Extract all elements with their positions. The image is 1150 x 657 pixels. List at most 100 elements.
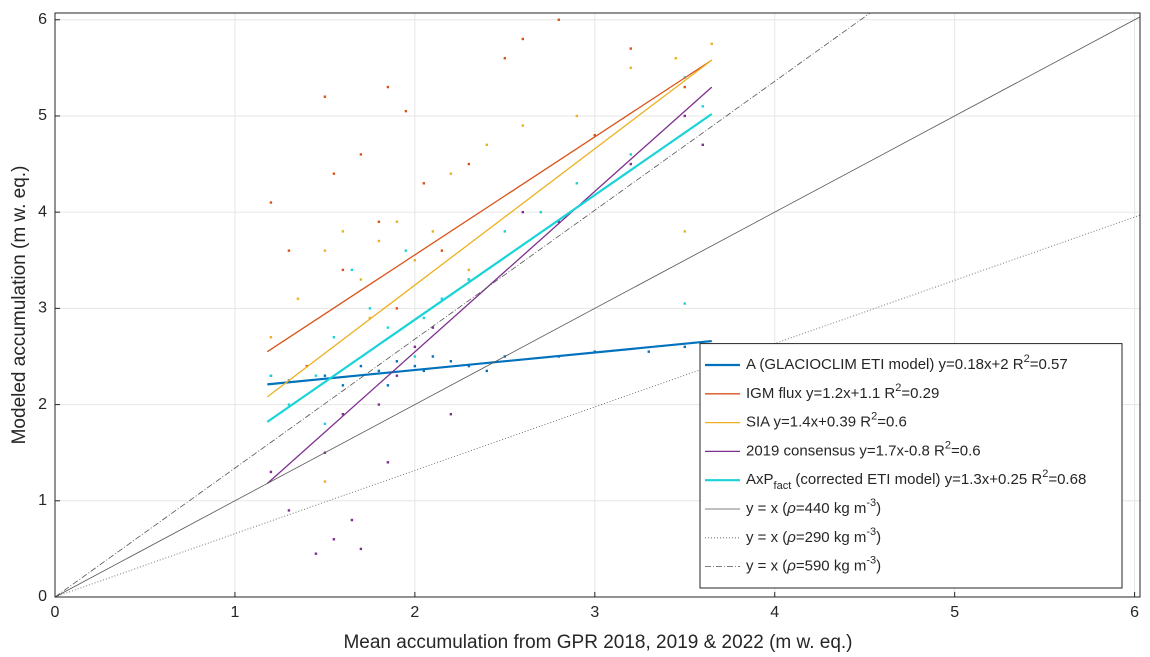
scatter-point	[440, 297, 444, 300]
legend-text-part: =440 kg m	[796, 500, 866, 517]
scatter-point	[683, 114, 686, 118]
legend-text-part: ρ	[786, 558, 796, 575]
legend-box	[699, 343, 1123, 589]
fit-line	[54, 12, 871, 598]
scatter-point	[269, 374, 273, 377]
scatter-point	[269, 470, 273, 474]
legend-text-part: y = x (	[746, 558, 787, 575]
legend-text-part: y = x (	[746, 529, 787, 546]
fit-line	[54, 16, 1141, 598]
scatter-point	[386, 85, 390, 89]
scatter-point	[332, 336, 336, 339]
scatter-point	[314, 552, 318, 555]
scatter-point	[404, 249, 408, 252]
scatter-point	[683, 345, 686, 349]
scatter-point	[314, 374, 318, 377]
scatter-point	[323, 480, 327, 483]
legend-text: 2019 consensus y=1.7x-0.8 R2=0.6	[746, 439, 981, 459]
scatter-point	[674, 57, 677, 60]
scatter-point	[368, 316, 372, 320]
scatter-point	[485, 143, 489, 147]
scatter-point	[341, 412, 345, 416]
scatter-point	[332, 538, 336, 541]
scatter-point	[269, 201, 273, 204]
scatter-point	[386, 326, 390, 329]
scatter-point	[521, 210, 525, 214]
legend: A (GLACIOCLIM ETI model) y=0.18x+2 R2=0.…	[699, 343, 1123, 589]
legend-text-part: =0.6	[877, 414, 907, 431]
legend-text: y = x (ρ=590 kg m-3)	[746, 555, 881, 575]
scatter-point	[467, 162, 471, 166]
legend-text-part: (corrected ETI model) y=1.3x+0.25 R	[791, 471, 1042, 488]
legend-text: y = x (ρ=290 kg m-3)	[746, 526, 881, 546]
scatter-point	[503, 230, 507, 233]
x-tick-label: 3	[590, 604, 599, 621]
legend-text-part: SIA y=1.4x+0.39 R	[746, 414, 871, 431]
legend-text-part: =0.6	[951, 442, 981, 459]
fit-line	[267, 339, 712, 386]
scatter-point	[701, 105, 704, 108]
legend-text: AxPfact (corrected ETI model) y=1.3x+0.2…	[746, 468, 1086, 492]
legend-text-part: ρ	[786, 500, 796, 517]
fit-line	[266, 59, 713, 398]
scatter-point	[683, 230, 686, 233]
scatter-point	[575, 182, 579, 185]
fit-line	[266, 113, 713, 423]
scatter-point	[521, 37, 525, 41]
scatter-point	[395, 360, 399, 363]
scatter-point	[467, 278, 471, 281]
legend-text-part: =0.57	[1030, 356, 1068, 373]
scatter-point	[287, 509, 291, 512]
scatter-point	[485, 369, 489, 373]
scatter-point	[323, 95, 327, 98]
scatter-point	[431, 355, 435, 358]
legend-text-part: -3	[866, 526, 876, 538]
legend-text-part: 2	[1042, 468, 1048, 480]
legend-text: IGM flux y=1.2x+1.1 R2=0.29	[746, 382, 939, 402]
scatter-point	[287, 249, 291, 252]
legend-text-part: =0.68	[1048, 471, 1086, 488]
scatter-point	[557, 18, 561, 21]
scatter-point	[377, 239, 381, 243]
scatter-point	[521, 124, 525, 127]
y-tick-label: 6	[38, 11, 47, 28]
scatter-point	[359, 153, 363, 156]
scatter-point	[413, 355, 417, 358]
scatter-point	[386, 461, 390, 464]
plot-border	[54, 12, 1141, 598]
scatter-point	[413, 259, 417, 262]
scatter-point	[296, 297, 300, 300]
scatter-point	[350, 268, 354, 272]
y-tick-label: 5	[38, 107, 47, 124]
scatter-point	[359, 364, 363, 368]
scatter-point	[359, 547, 363, 551]
scatter-point	[629, 162, 632, 166]
scatter-point	[395, 220, 399, 223]
scatter-point	[449, 412, 453, 416]
scatter-point	[377, 369, 381, 373]
scatter-point	[350, 518, 354, 522]
scatter-point	[467, 268, 471, 272]
scatter-point	[359, 278, 363, 281]
scatter-point	[557, 220, 561, 223]
scatter-point	[629, 66, 632, 70]
legend-text-part: y = x (	[746, 500, 787, 517]
legend-text-part: A (GLACIOCLIM ETI model) y=0.18x+2 R	[746, 356, 1024, 373]
scatter-point	[440, 249, 444, 252]
scatter-point	[377, 403, 381, 406]
y-tick-label: 2	[38, 396, 47, 413]
x-axis-label: Mean accumulation from GPR 2018, 2019 & …	[343, 632, 852, 653]
scatter-point	[341, 268, 345, 272]
legend-text-part: 2019 consensus y=1.7x-0.8 R	[746, 442, 945, 459]
scatter-point	[368, 307, 372, 310]
scatter-point	[323, 249, 327, 252]
legend-text-part: 2	[945, 439, 951, 451]
scatter-point	[413, 345, 417, 349]
legend-text-part: )	[876, 500, 881, 517]
scatter-point	[395, 307, 399, 310]
legend-text-part: -3	[866, 497, 876, 509]
scatter-point	[593, 133, 597, 137]
plot-marks	[54, 12, 1141, 598]
scatter-point	[422, 316, 426, 320]
